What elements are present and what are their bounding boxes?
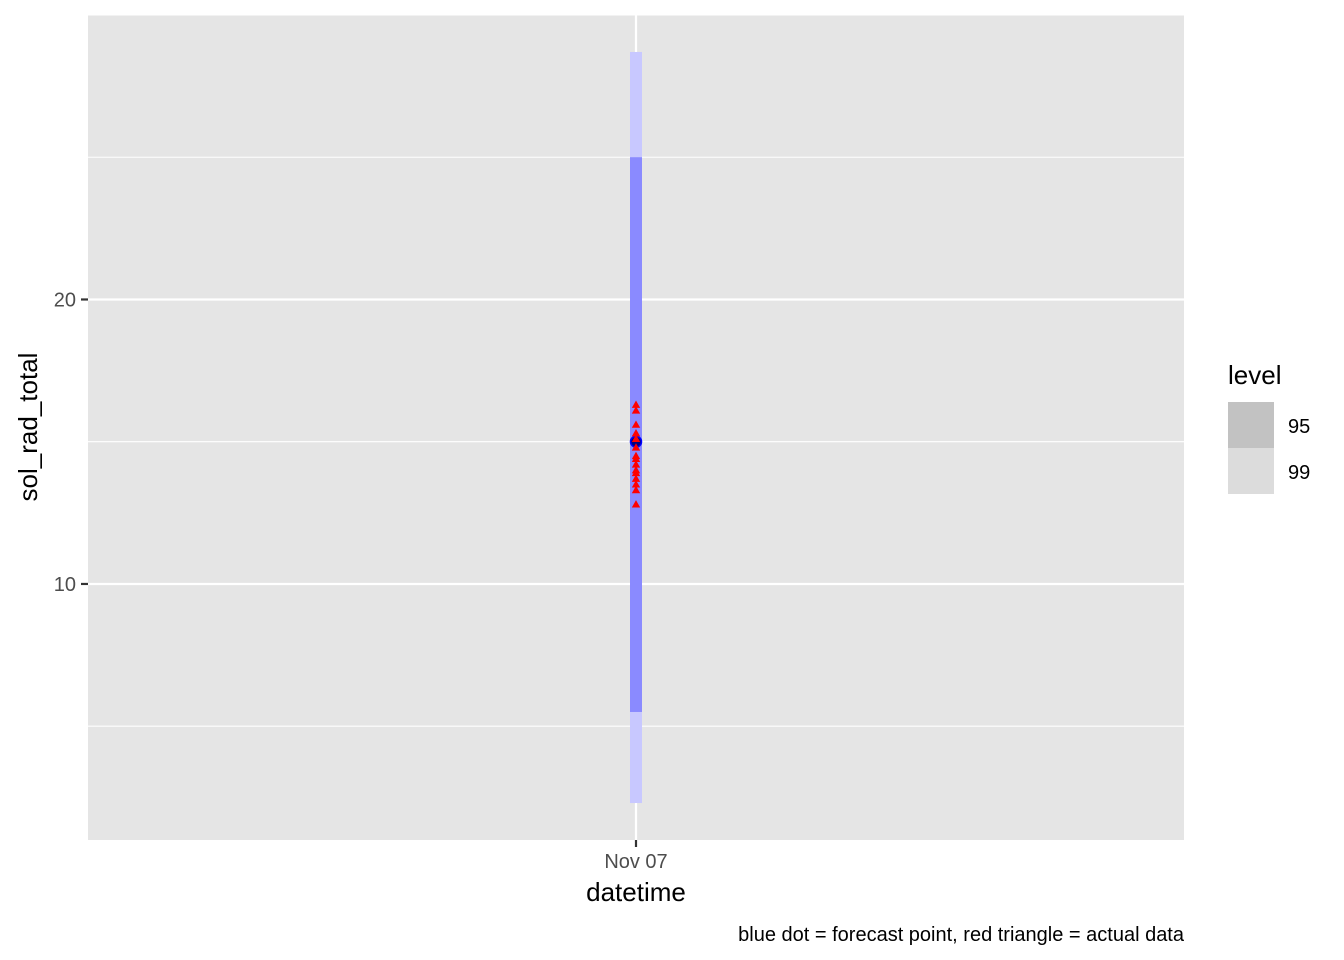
actual-data-point xyxy=(631,400,641,408)
legend-key-99 xyxy=(1228,448,1274,494)
actual-data-point xyxy=(631,434,641,443)
data-points xyxy=(629,400,643,508)
legend-label-99: 99 xyxy=(1288,462,1310,484)
x-axis-title: datetime xyxy=(586,877,686,907)
actual-data-point xyxy=(631,420,641,428)
legend-key-95 xyxy=(1228,402,1274,448)
y-tick-label: 20 xyxy=(54,289,76,311)
actual-data-point xyxy=(631,465,641,474)
actual-data-point xyxy=(631,428,641,437)
actual-data-point xyxy=(631,460,641,468)
actual-data-point xyxy=(631,474,641,482)
y-tick-label: 10 xyxy=(54,574,76,596)
actual-data-point xyxy=(631,485,641,494)
caption: blue dot = forecast point, red triangle … xyxy=(738,924,1185,946)
legend: level 95 99 xyxy=(1228,360,1310,494)
x-tick-label: Nov 07 xyxy=(604,851,667,873)
actual-data-point xyxy=(631,406,641,414)
axes: 10 20 Nov 07 xyxy=(54,289,668,873)
actual-data-point xyxy=(631,451,641,460)
actual-data-point xyxy=(631,480,641,488)
legend-title: level xyxy=(1228,360,1281,390)
actual-data-point xyxy=(631,443,641,451)
legend-label-95: 95 xyxy=(1288,416,1310,438)
actual-data-point xyxy=(631,500,641,508)
y-axis-title: sol_rad_total xyxy=(13,353,43,502)
